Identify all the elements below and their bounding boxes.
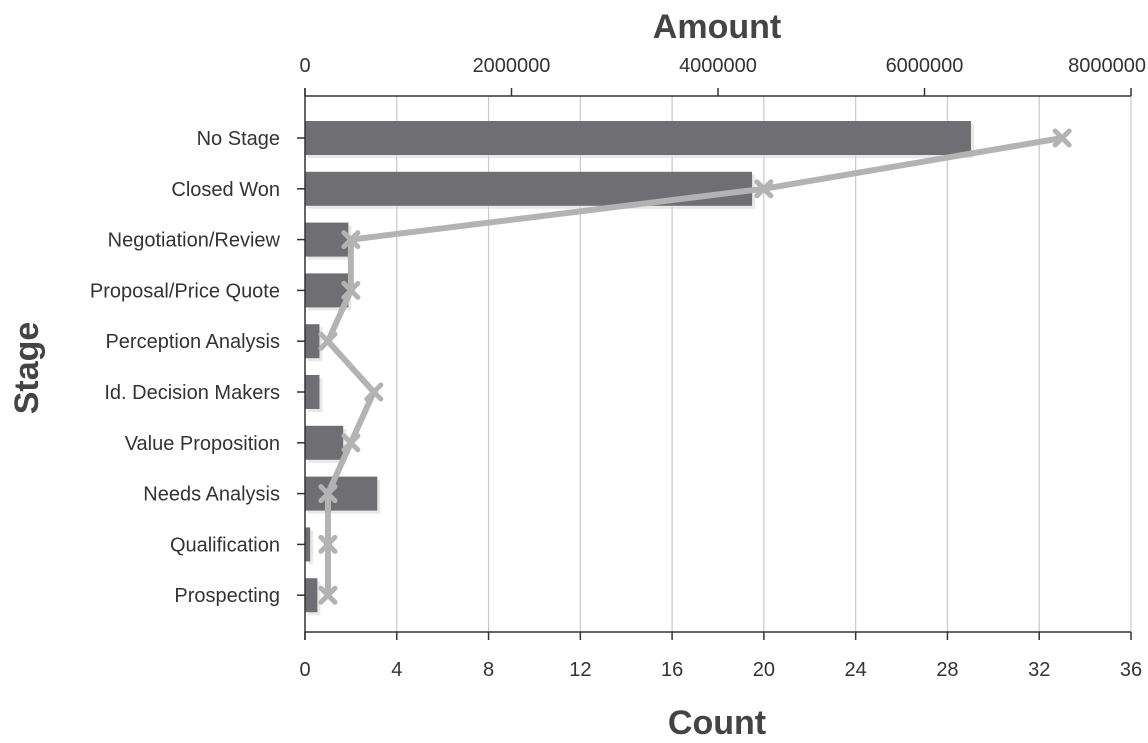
count-point: [318, 331, 338, 351]
top-tick-label: 0: [299, 55, 310, 77]
top-tick-label: 4000000: [679, 55, 757, 77]
bottom-tick-label: 20: [753, 659, 775, 681]
count-line: [324, 135, 1066, 599]
amount-bar: [305, 324, 320, 359]
category-label: Negotiation/Review: [108, 230, 281, 252]
top-axis-title: Amount: [653, 8, 781, 46]
category-label: Qualification: [170, 534, 280, 556]
amount-bar: [305, 527, 311, 562]
amount-bar: [305, 273, 349, 308]
bottom-tick-label: 36: [1120, 659, 1142, 681]
count-point: [1052, 128, 1072, 148]
bottom-tick-label: 24: [845, 659, 867, 681]
count-line-series: [318, 128, 1072, 605]
amount-bar: [305, 375, 320, 409]
count-point: [341, 433, 361, 453]
count-point: [364, 382, 384, 402]
amount-bar: [305, 222, 349, 257]
amount-bar: [305, 425, 344, 460]
bars: [305, 121, 974, 616]
amount-bar: [305, 578, 318, 613]
top-tick-label: 8000000: [1068, 55, 1146, 77]
amount-bar: [305, 476, 378, 511]
amount-bar: [305, 121, 971, 155]
count-point: [318, 534, 338, 554]
count-point: [341, 230, 361, 250]
count-point: [318, 484, 338, 504]
bar-shadow: [308, 530, 314, 565]
category-label: Proposal/Price Quote: [90, 280, 280, 302]
y-axis-title: Stage: [8, 322, 46, 415]
bottom-axis-title: Count: [668, 704, 766, 738]
category-label: No Stage: [197, 128, 280, 150]
category-label: Prospecting: [174, 585, 280, 607]
bottom-tick-label: 4: [391, 659, 402, 681]
bottom-tick-label: 0: [299, 659, 310, 681]
top-tick-label: 2000000: [473, 55, 551, 77]
bottom-tick-label: 32: [1028, 659, 1050, 681]
count-point: [341, 280, 361, 300]
bottom-tick-label: 16: [661, 659, 683, 681]
count-point: [318, 585, 338, 605]
category-label: Perception Analysis: [105, 331, 280, 353]
category-label: Needs Analysis: [143, 484, 280, 506]
bottom-tick-label: 12: [569, 659, 591, 681]
axes: 0 2000000 4000000 6000000 8000000 0 4 8 12 16 20 24…: [90, 55, 1146, 681]
category-label: Id. Decision Makers: [104, 382, 280, 404]
category-label: Value Proposition: [125, 433, 280, 455]
category-label: Closed Won: [171, 179, 280, 201]
count-point: [754, 179, 774, 199]
top-tick-label: 6000000: [886, 55, 964, 77]
bottom-tick-label: 8: [483, 659, 494, 681]
bottom-tick-label: 28: [936, 659, 958, 681]
